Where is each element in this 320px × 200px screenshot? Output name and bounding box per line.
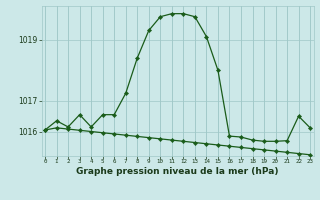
X-axis label: Graphe pression niveau de la mer (hPa): Graphe pression niveau de la mer (hPa) — [76, 167, 279, 176]
